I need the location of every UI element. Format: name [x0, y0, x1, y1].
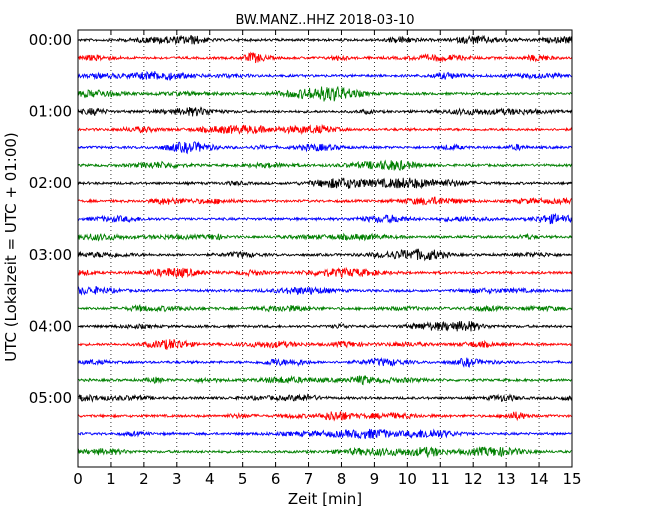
x-tick-label: 9 [370, 470, 380, 488]
x-tick-label: 15 [562, 470, 581, 488]
x-tick-label: 5 [238, 470, 248, 488]
trace-line-0345 [77, 303, 573, 313]
y-axis: 00:00 01:00 02:00 03:00 04:00 05:00 [29, 31, 572, 407]
x-axis: 0 1 2 3 4 5 6 7 8 9 10 11 12 13 14 15 [73, 30, 582, 488]
x-tick-label: 3 [172, 470, 182, 488]
y-tick-label: 04:00 [29, 317, 72, 335]
trace-line-0400 [77, 320, 573, 332]
y-axis-label: UTC (Lokalzeit = UTC + 01:00) [2, 132, 20, 362]
trace-line-0145 [77, 159, 573, 171]
trace-line-0000 [77, 34, 573, 46]
x-tick-label: 12 [464, 470, 483, 488]
y-tick-label: 03:00 [29, 246, 72, 264]
y-tick-label: 05:00 [29, 389, 72, 407]
x-tick-label: 4 [205, 470, 215, 488]
trace-line-0200 [77, 176, 573, 190]
trace-group [77, 34, 573, 459]
trace-line-0500 [77, 393, 573, 403]
x-tick-label: 10 [398, 470, 417, 488]
grid [110, 30, 540, 467]
chart-title: BW.MANZ..HHZ 2018-03-10 [235, 13, 414, 28]
y-tick-label: 01:00 [29, 103, 72, 121]
trace-line-0300 [77, 248, 572, 262]
trace-line-0100 [77, 106, 573, 117]
trace-line-0315 [77, 266, 573, 279]
x-axis-label: Zeit [min] [288, 490, 362, 508]
trace-line-0230 [77, 212, 573, 225]
x-tick-label: 11 [431, 470, 450, 488]
trace-line-0245 [77, 232, 573, 242]
x-tick-label: 13 [497, 470, 516, 488]
trace-line-0030 [77, 70, 573, 81]
trace-line-0130 [77, 141, 573, 155]
trace-line-0545 [77, 446, 572, 459]
trace-line-0530 [77, 428, 573, 440]
trace-line-0215 [77, 196, 573, 206]
plot-frame [77, 29, 573, 468]
x-tick-label: 6 [271, 470, 281, 488]
trace-line-0445 [77, 374, 572, 386]
x-tick-label: 7 [304, 470, 314, 488]
trace-line-0015 [77, 51, 573, 64]
y-tick-label: 02:00 [29, 174, 72, 192]
x-tick-label: 14 [530, 470, 549, 488]
x-tick-label: 0 [73, 470, 83, 488]
trace-line-0115 [77, 123, 573, 136]
x-tick-label: 2 [139, 470, 149, 488]
x-tick-label: 1 [106, 470, 116, 488]
trace-line-0430 [77, 356, 573, 368]
trace-line-0415 [77, 339, 573, 350]
y-tick-label: 00:00 [29, 31, 72, 49]
trace-line-0045 [77, 85, 572, 102]
trace-line-0515 [77, 410, 573, 422]
x-tick-label: 8 [337, 470, 347, 488]
trace-line-0330 [77, 286, 573, 296]
